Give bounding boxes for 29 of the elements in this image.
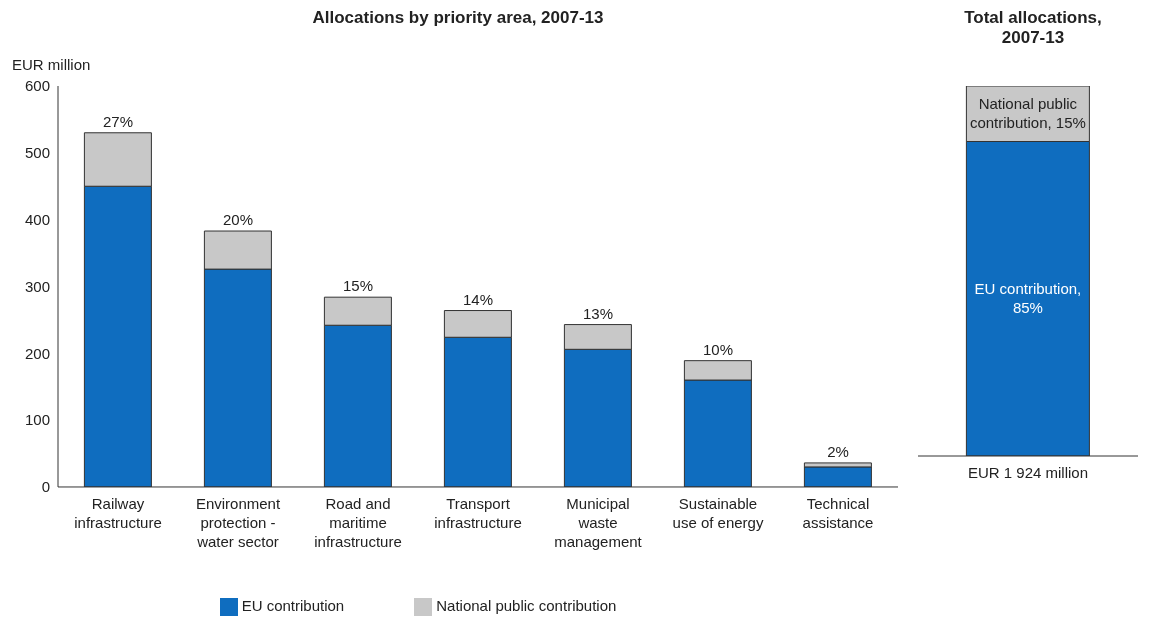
annotation: 14% (462, 290, 494, 308)
x-tick-label: Sustainable use of energy (672, 494, 764, 531)
y-tick-label: 200 (24, 344, 50, 362)
annotation: 2% (827, 442, 849, 460)
legend-label: National public contribution (436, 596, 617, 614)
legend-label: EU contribution (241, 596, 345, 614)
y-tick-label: 400 (24, 210, 50, 228)
y-tick-label: 0 (41, 478, 50, 496)
chart-title: Total allocations, 2007-13 (963, 8, 1103, 49)
y-tick-label: 500 (24, 144, 50, 162)
x-tick-label: Technical assistance (802, 494, 874, 531)
x-tick-label: Transport infrastructure (434, 494, 522, 531)
data-label: EU contribution, 85% (974, 280, 1082, 317)
y-tick-label: 300 (24, 277, 50, 295)
x-tick-label: Environment protection - water sector (195, 494, 281, 550)
y-tick-label: 100 (24, 411, 50, 429)
annotation: 10% (702, 340, 734, 358)
x-tick-label: Railway infrastructure (74, 494, 162, 531)
y-tick-label: 600 (24, 77, 50, 95)
x-tick-label: Municipal waste management (554, 494, 643, 550)
annotation: 27% (102, 112, 134, 130)
y-axis-title: EUR million (12, 56, 92, 75)
chart-title: Allocations by priority area, 2007-13 (311, 8, 605, 29)
x-tick-label: EUR 1 924 million (967, 464, 1089, 481)
annotation: 15% (342, 277, 374, 295)
annotation: 20% (222, 211, 254, 229)
x-tick-label: Road and maritime infrastructure (314, 494, 402, 550)
data-label: National public contribution, 15% (969, 95, 1086, 132)
annotation: 13% (582, 304, 614, 322)
